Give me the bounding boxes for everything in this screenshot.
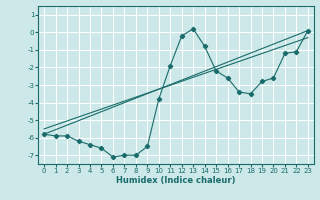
- X-axis label: Humidex (Indice chaleur): Humidex (Indice chaleur): [116, 176, 236, 185]
